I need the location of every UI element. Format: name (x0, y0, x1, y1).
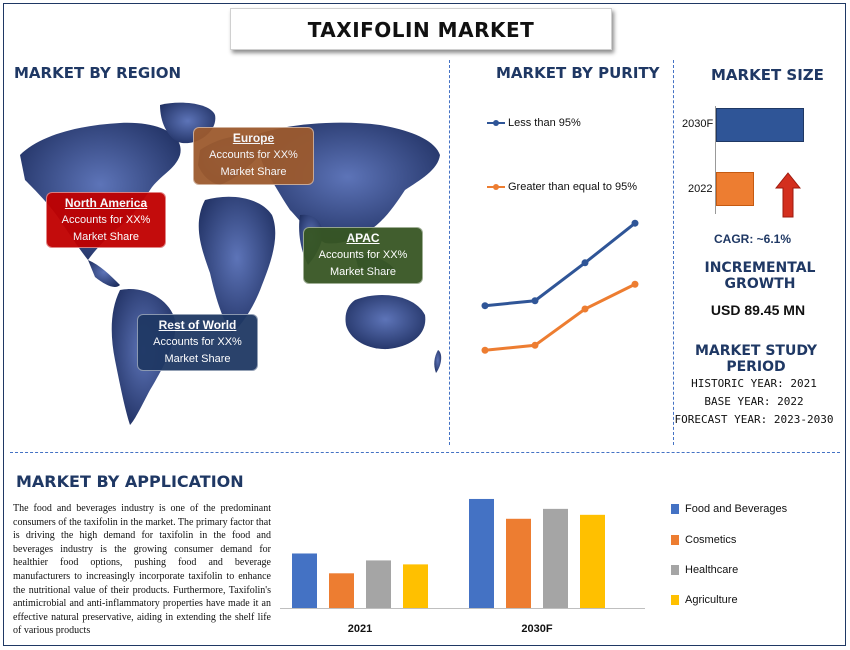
region-title: MARKET BY REGION (14, 64, 182, 82)
data-point (581, 305, 589, 313)
legend-label: Agriculture (685, 594, 738, 606)
region-name: APAC (346, 231, 380, 245)
region-north-america: North America Accounts for XX% Market Sh… (46, 192, 166, 248)
base-year: BASE YEAR: 2022 (704, 395, 804, 408)
x-tick-label: 2021 (348, 623, 372, 635)
incremental-growth-value: USD 89.45 MN (710, 302, 806, 318)
growth-arrow-icon (775, 172, 801, 218)
region-name: Europe (232, 131, 275, 145)
region-share: Accounts for XX% (61, 214, 151, 226)
region-share-label: Market Share (220, 166, 287, 178)
region-share: Accounts for XX% (153, 336, 242, 348)
region-share-label: Market Share (329, 266, 397, 278)
infographic-frame (3, 3, 846, 646)
data-point (481, 346, 489, 354)
data-point (531, 297, 539, 305)
region-share-label: Market Share (72, 231, 140, 243)
divider-horizontal (10, 452, 840, 453)
legend-item-cosmetics: Cosmetics (671, 534, 736, 546)
data-point (531, 341, 539, 349)
region-share-label: Market Share (164, 353, 231, 365)
purity-title: MARKET BY PURITY (496, 64, 660, 82)
title-box: TAXIFOLIN MARKET (230, 8, 612, 50)
legend-line-blue (487, 120, 505, 127)
study-period-title: MARKET STUDY PERIOD (694, 343, 818, 375)
bar-2030F-1 (506, 518, 531, 608)
divider-purity-size (673, 60, 674, 445)
legend-label: Less than 95% (508, 117, 581, 129)
cagr-value: CAGR: ~6.1% (714, 232, 792, 246)
data-point (481, 302, 489, 310)
legend-item-food: Food and Beverages (671, 503, 787, 515)
legend-label: Healthcare (685, 564, 739, 576)
divider-region-purity (449, 60, 450, 445)
region-apac: APAC Accounts for XX% Market Share (303, 227, 423, 284)
bar-2030F-0 (469, 498, 494, 608)
application-title: MARKET BY APPLICATION (16, 472, 244, 491)
region-europe: Europe Accounts for XX% Market Share (193, 127, 314, 185)
incremental-growth-title: INCREMENTAL GROWTH (704, 260, 816, 292)
size-label-2030: 2030F (682, 118, 714, 130)
legend-item-agriculture: Agriculture (671, 594, 738, 606)
legend-swatch (671, 595, 679, 606)
series-line-1 (484, 282, 636, 352)
region-rest-of-world: Rest of World Accounts for XX% Market Sh… (137, 314, 258, 371)
size-title: MARKET SIZE (711, 66, 824, 84)
purity-line-chart (481, 219, 639, 354)
x-tick-label: 2030F (521, 623, 552, 635)
size-bar-2030 (716, 108, 804, 142)
legend-swatch (671, 565, 679, 576)
legend-label: Food and Beverages (685, 503, 788, 515)
region-name: Rest of World (158, 318, 237, 332)
legend-label: Cosmetics (685, 534, 737, 546)
size-bar-2022 (716, 172, 754, 206)
legend-item-healthcare: Healthcare (671, 564, 738, 576)
historic-year: HISTORIC YEAR: 2021 (691, 377, 817, 390)
legend-swatch (671, 504, 679, 515)
legend-line-orange (487, 184, 505, 191)
legend-label: Greater than equal to 95% (508, 181, 638, 193)
region-share: Accounts for XX% (209, 149, 298, 161)
bar-2021-0 (292, 553, 317, 608)
application-description: The food and beverages industry is one o… (13, 503, 271, 637)
page-title: TAXIFOLIN MARKET (307, 18, 535, 42)
region-name: North America (64, 196, 148, 210)
application-bar-chart: 2021 2030F (280, 498, 645, 635)
size-axis (715, 106, 716, 214)
region-share: Accounts for XX% (318, 249, 408, 261)
legend-item-greater-equal-95: Greater than equal to 95% (487, 181, 637, 193)
size-label-2022: 2022 (688, 183, 713, 195)
data-point (581, 259, 589, 267)
bar-2021-2 (366, 560, 391, 608)
bar-2030F-2 (543, 508, 568, 608)
legend-item-less-than-95: Less than 95% (487, 117, 581, 129)
forecast-year: FORECAST YEAR: 2023-2030 (674, 413, 834, 426)
data-point (631, 280, 639, 288)
bar-2021-1 (329, 573, 354, 608)
bar-2030F-3 (580, 514, 605, 608)
series-line-0 (484, 222, 636, 308)
bar-2021-3 (403, 564, 428, 608)
legend-swatch (671, 535, 679, 546)
data-point (631, 219, 639, 227)
